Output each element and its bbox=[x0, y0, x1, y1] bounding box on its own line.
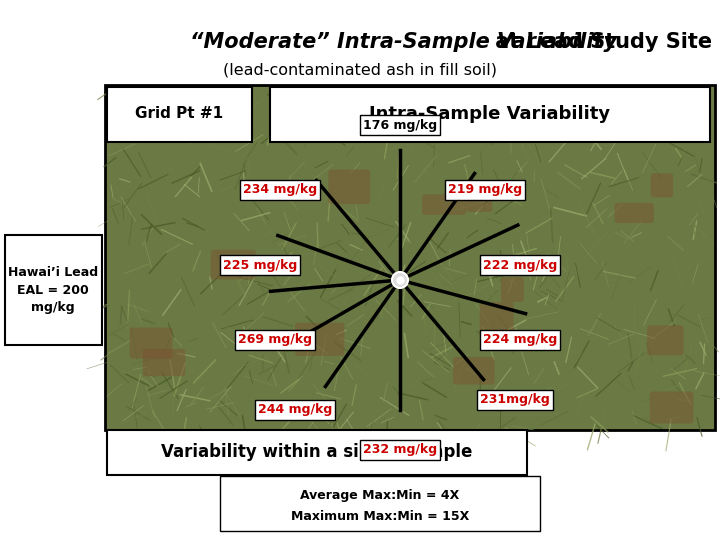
Circle shape bbox=[392, 272, 408, 288]
FancyBboxPatch shape bbox=[647, 325, 683, 355]
FancyBboxPatch shape bbox=[295, 323, 344, 356]
Bar bbox=[270, 87, 710, 142]
Text: 244 mg/kg: 244 mg/kg bbox=[258, 403, 332, 416]
FancyBboxPatch shape bbox=[480, 302, 513, 337]
FancyBboxPatch shape bbox=[649, 392, 693, 423]
Text: 222 mg/kg: 222 mg/kg bbox=[483, 259, 557, 272]
Bar bbox=[220, 476, 540, 531]
Bar bbox=[107, 87, 252, 142]
Text: 231mg/kg: 231mg/kg bbox=[480, 394, 550, 407]
FancyBboxPatch shape bbox=[130, 327, 173, 359]
FancyBboxPatch shape bbox=[453, 357, 495, 384]
Text: 234 mg/kg: 234 mg/kg bbox=[243, 184, 317, 197]
Bar bbox=[5, 235, 102, 345]
Text: 269 mg/kg: 269 mg/kg bbox=[238, 334, 312, 347]
Text: (lead-contaminated ash in fill soil): (lead-contaminated ash in fill soil) bbox=[223, 63, 497, 78]
FancyBboxPatch shape bbox=[614, 203, 654, 223]
Text: Variability within a single sample: Variability within a single sample bbox=[161, 443, 473, 461]
FancyBboxPatch shape bbox=[422, 194, 466, 215]
Bar bbox=[105, 85, 715, 430]
Text: Maximum Max:Min = 15X: Maximum Max:Min = 15X bbox=[291, 510, 469, 523]
Text: “Moderate” Intra-Sample Variability: “Moderate” Intra-Sample Variability bbox=[190, 32, 617, 52]
Text: at Lead Study Site: at Lead Study Site bbox=[488, 32, 712, 52]
Text: 225 mg/kg: 225 mg/kg bbox=[223, 259, 297, 272]
FancyBboxPatch shape bbox=[466, 183, 492, 212]
Text: Grid Pt #1: Grid Pt #1 bbox=[135, 106, 223, 122]
Text: Average Max:Min = 4X: Average Max:Min = 4X bbox=[300, 489, 459, 502]
Text: 219 mg/kg: 219 mg/kg bbox=[448, 184, 522, 197]
FancyBboxPatch shape bbox=[143, 349, 185, 376]
FancyBboxPatch shape bbox=[211, 249, 256, 280]
FancyBboxPatch shape bbox=[328, 170, 370, 204]
Text: Intra-Sample Variability: Intra-Sample Variability bbox=[369, 105, 611, 123]
Bar bbox=[107, 430, 527, 475]
FancyBboxPatch shape bbox=[191, 109, 225, 140]
FancyBboxPatch shape bbox=[501, 277, 524, 302]
Text: 224 mg/kg: 224 mg/kg bbox=[483, 334, 557, 347]
FancyBboxPatch shape bbox=[651, 173, 673, 198]
Text: Hawai’i Lead
EAL = 200
mg/kg: Hawai’i Lead EAL = 200 mg/kg bbox=[8, 266, 98, 314]
Text: 3 feet: 3 feet bbox=[595, 491, 655, 509]
Text: 176 mg/kg: 176 mg/kg bbox=[363, 118, 437, 132]
Text: 232 mg/kg: 232 mg/kg bbox=[363, 443, 437, 456]
